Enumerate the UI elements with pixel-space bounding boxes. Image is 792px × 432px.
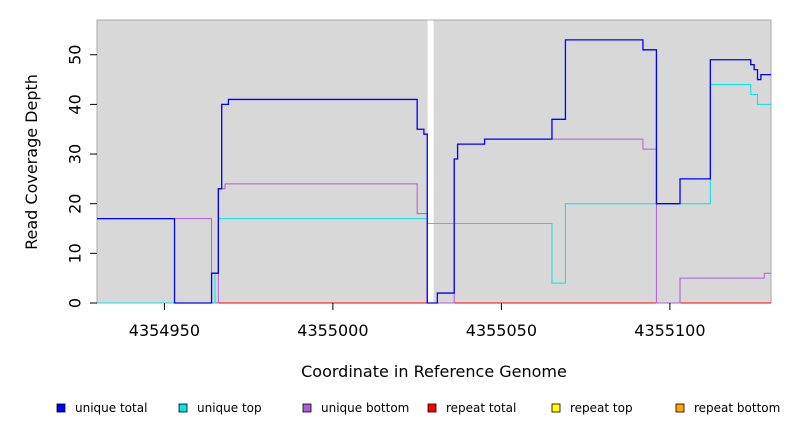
y-tick-label: 40 xyxy=(66,94,85,114)
x-tick-label: 4354950 xyxy=(129,321,200,340)
legend-swatch xyxy=(551,403,561,413)
coverage-gap-bar xyxy=(427,20,434,303)
legend-label: repeat top xyxy=(570,401,633,415)
legend-swatch xyxy=(427,403,437,413)
legend-swatch xyxy=(178,403,188,413)
y-tick-label: 20 xyxy=(66,194,85,214)
x-tick-label: 4355050 xyxy=(466,321,537,340)
y-tick-label: 30 xyxy=(66,144,85,164)
legend-item-repeat-bottom: repeat bottom xyxy=(675,401,780,415)
legend-item-unique-total: unique total xyxy=(56,401,147,415)
x-tick-label: 4355100 xyxy=(634,321,705,340)
y-tick-label: 0 xyxy=(66,298,85,308)
legend-swatch xyxy=(675,403,685,413)
plot-background xyxy=(97,20,771,303)
y-tick-label: 10 xyxy=(66,243,85,263)
series-line-unique-total xyxy=(97,39,771,304)
legend-item-unique-bottom: unique bottom xyxy=(302,401,409,415)
legend-item-repeat-top: repeat top xyxy=(551,401,633,415)
legend-label: repeat total xyxy=(446,401,516,415)
legend-item-unique-top: unique top xyxy=(178,401,262,415)
legend-label: unique bottom xyxy=(321,401,409,415)
y-tick-label: 50 xyxy=(66,45,85,65)
legend-label: repeat bottom xyxy=(694,401,780,415)
x-axis-title: Coordinate in Reference Genome xyxy=(301,362,567,381)
legend-swatch xyxy=(302,403,312,413)
x-tick-label: 4355000 xyxy=(297,321,368,340)
legend-swatch xyxy=(56,403,66,413)
legend-label: unique total xyxy=(75,401,147,415)
legend: unique total unique top unique bottom repea… xyxy=(56,401,780,415)
legend-label: unique top xyxy=(197,401,262,415)
legend-item-repeat-total: repeat total xyxy=(427,401,516,415)
y-axis-title: Read Coverage Depth xyxy=(22,74,41,250)
